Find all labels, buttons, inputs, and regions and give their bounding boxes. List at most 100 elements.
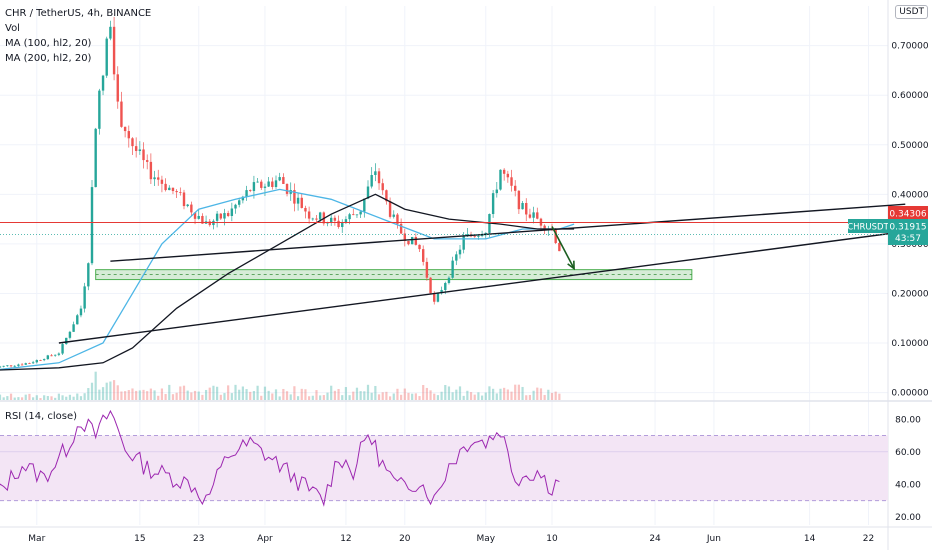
ma200-legend[interactable]: MA (200, hl2, 20) xyxy=(5,53,92,64)
candle-body xyxy=(315,218,318,220)
volume-bar xyxy=(35,395,38,400)
candle-body xyxy=(267,181,270,187)
volume-bar xyxy=(2,397,5,400)
volume-bar xyxy=(374,385,377,400)
candle-body xyxy=(127,131,130,139)
rsi-legend[interactable]: RSI (14, close) xyxy=(5,411,78,422)
candle-body xyxy=(462,236,465,250)
volume-bar xyxy=(462,395,465,400)
volume-bar xyxy=(241,386,244,400)
time-tick-label: May xyxy=(476,534,495,544)
candle-body xyxy=(120,101,123,127)
rsi-tick-label: 60.00 xyxy=(895,448,921,458)
volume-legend[interactable]: Vol xyxy=(5,23,20,34)
currency-selector[interactable]: USDT xyxy=(895,5,928,19)
volume-bar xyxy=(142,389,145,400)
volume-bar xyxy=(76,393,79,400)
price-badges: 0.34306 CHRUSDT 0.31915 43:57 xyxy=(847,206,928,245)
trendline-1[interactable] xyxy=(110,203,906,262)
resistance-price-label: 0.34306 xyxy=(889,210,926,220)
volume-bar xyxy=(190,392,193,400)
volume-bar xyxy=(17,397,20,400)
volume-bar xyxy=(385,391,388,400)
volume-bar xyxy=(57,393,60,400)
volume-bar xyxy=(230,393,233,400)
candle-body xyxy=(447,277,451,284)
volume-bar xyxy=(87,388,90,400)
volume-bar xyxy=(539,388,543,400)
candle-body xyxy=(366,186,370,199)
volume-bar xyxy=(330,385,333,400)
candle-body xyxy=(61,344,64,354)
candle-body xyxy=(473,236,476,238)
volume-bar xyxy=(550,392,554,400)
time-tick-label: 23 xyxy=(193,534,204,544)
projection-arrow[interactable] xyxy=(551,226,575,270)
volume-bar xyxy=(79,396,83,400)
symbol-title[interactable]: CHR / TetherUS, 4h, BINANCE xyxy=(5,8,152,19)
candle-body xyxy=(197,215,200,219)
candle-body xyxy=(39,360,42,361)
volume-bar xyxy=(98,389,101,400)
volume-bar xyxy=(381,392,384,400)
candle-body xyxy=(510,177,513,186)
candle-body xyxy=(296,197,300,204)
volume-bar xyxy=(326,392,329,400)
time-tick-label: 12 xyxy=(340,534,351,544)
volume-bar xyxy=(216,386,219,400)
candle-body xyxy=(517,190,521,210)
price-tick-label: 0.40000 xyxy=(891,190,928,200)
ma100-legend[interactable]: MA (100, hl2, 20) xyxy=(5,38,92,49)
candle-body xyxy=(20,364,24,366)
candle-body xyxy=(352,214,355,216)
trendline-2[interactable] xyxy=(58,230,906,344)
rsi-plot xyxy=(0,409,560,507)
candle-body xyxy=(414,236,418,245)
candle-body xyxy=(381,183,384,191)
volume-bar xyxy=(348,395,351,400)
volume-bar xyxy=(179,386,182,400)
candle-body xyxy=(514,185,517,191)
candle-body xyxy=(528,214,532,218)
volume-bar xyxy=(32,397,35,400)
candle-body xyxy=(223,213,226,219)
candle-body xyxy=(112,26,116,75)
candle-body xyxy=(385,190,388,202)
rsi-band xyxy=(0,435,888,502)
ma200-line xyxy=(0,193,575,371)
candle-body xyxy=(83,286,86,309)
volume-bar xyxy=(186,390,189,400)
volume-bar xyxy=(554,391,557,400)
candle-body xyxy=(79,308,83,316)
candle-body xyxy=(282,177,285,184)
volume-bar xyxy=(543,394,546,400)
candle-body xyxy=(506,173,510,178)
candle-body xyxy=(157,177,160,180)
candle-body xyxy=(142,149,145,161)
volume-bar xyxy=(9,393,13,400)
drawings[interactable] xyxy=(0,203,906,344)
volume-bar xyxy=(510,391,513,400)
candle-body xyxy=(149,161,153,180)
candle-body xyxy=(105,38,108,76)
candle-body xyxy=(146,160,149,162)
volume-bar xyxy=(440,391,443,400)
countdown-label: 43:57 xyxy=(895,234,921,244)
volume-bar xyxy=(83,393,86,400)
volume-bar xyxy=(499,388,502,400)
candle-body xyxy=(418,244,421,250)
volume-bar xyxy=(293,386,296,400)
volume-bar xyxy=(72,396,75,400)
volume-bar xyxy=(473,394,476,400)
rsi-band-fill xyxy=(0,435,888,501)
price-tick-label: 0.10000 xyxy=(891,339,928,349)
candle-body xyxy=(422,249,425,262)
support-zone-layer[interactable] xyxy=(95,269,693,281)
volume-bar xyxy=(451,392,454,400)
volume-bar xyxy=(131,388,134,400)
volume-bar xyxy=(469,392,473,400)
volume-bar xyxy=(396,388,399,400)
volume-bar xyxy=(503,387,506,400)
volume-bar xyxy=(363,391,366,400)
